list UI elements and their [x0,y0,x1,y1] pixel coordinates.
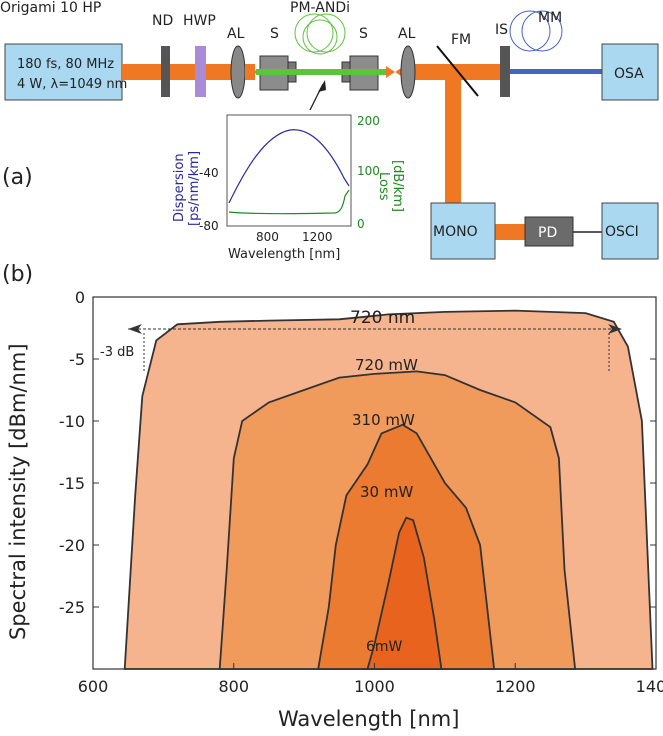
hwp-label: HWP [183,13,216,29]
laser-spec-1: 180 fs, 80 MHz [17,57,114,72]
inset-plot: 800 1200 Wavelength [nm] -40 -80 200 100… [172,114,405,262]
s2-label: S [359,26,368,42]
flip-mirror [436,45,479,97]
fiber-arrow-head [318,80,326,92]
x-tick-label: 800 [218,677,249,696]
laser-spec-2: 4 W, λ=1049 nm [17,77,127,92]
panel-a-tag: (a) [2,165,33,190]
aspheric-lens-2 [400,45,416,99]
al1-label: AL [227,26,245,42]
y-tick-label: 0 [75,288,85,307]
fiber-coil-1 [294,13,334,53]
x-tick-label: 600 [78,677,109,696]
dispersion-curve [228,129,350,204]
beam-1 [122,64,255,80]
osci-label: OSCI [605,224,639,240]
fm-label: FM [451,32,471,48]
bandwidth-arrow-right [608,324,622,334]
db-label: -3 dB [100,345,134,360]
pm-andi-fiber [256,69,386,75]
inset-ltick-40: -40 [199,166,219,180]
inset-left-label-2: [ps/nm/km] [187,151,202,226]
y-tick-label: -10 [59,412,85,431]
aspheric-lens-1 [230,45,246,99]
al2-label: AL [398,26,416,42]
s1-label: S [270,26,279,42]
nd-filter [161,46,170,97]
beam-vertical [445,80,461,210]
y-tick-label: -25 [59,598,85,617]
mm-fiber [510,69,602,74]
inset-right-label-2: [dB/km] [390,160,405,212]
osci-box [601,202,659,260]
iris [500,46,510,97]
inset-xlabel: Wavelength [nm] [228,247,340,262]
inset-ltick-80: -80 [199,219,219,233]
fiber-label: PM-ANDi [290,0,350,16]
mono-box [430,202,496,260]
series-label-30: 30 mW [360,483,413,501]
inset-xtick-1200: 1200 [302,230,333,244]
fiber-coil-3 [302,19,338,55]
inset-rtick-0: 0 [357,217,365,231]
inset-right-label-1: Loss [376,172,391,201]
x-axis-title: Wavelength [nm] [278,707,459,731]
bandwidth-arrow-left [128,324,142,334]
loss-curve [228,189,350,215]
beam-2 [395,64,500,80]
y-tick-label: -20 [59,536,85,555]
osa-box [601,43,659,101]
laser-box [4,43,123,101]
pd-box [524,216,574,247]
inset-left-label-1: Dispersion [172,153,187,222]
mm-coil-2 [521,10,563,52]
y-tick-label: -15 [59,474,85,493]
inset-rtick-100: 100 [357,164,380,178]
y-axis-title: Spectral intensity [dBm/nm] [6,343,30,640]
spectrum-6mw [366,516,443,670]
mm-label: MM [538,10,562,26]
x-tick-label: 1000 [354,677,395,696]
bandwidth-label: 720 nm [350,308,415,328]
fiber-coil-2 [306,13,346,53]
focus-2 [386,66,395,78]
mono-label: MONO [433,224,478,240]
inset-rtick-200: 200 [357,114,380,128]
inset-xtick-800: 800 [256,230,279,244]
focus-1 [245,64,258,80]
is-label: IS [495,22,508,38]
series-label-720: 720 mW [355,356,418,374]
osa-label: OSA [614,66,644,82]
spectra [123,309,654,670]
series-label-310: 310 mW [352,411,415,429]
panel-b-tag: (b) [2,262,33,287]
pd-label: PD [538,225,557,241]
laser-name: Origami 10 HP [0,0,101,16]
y-tick-label: -5 [69,350,85,369]
nd-label: ND [152,13,173,29]
hwp-plate [195,46,206,97]
mm-coil-1 [509,10,551,52]
x-tick-label: 1200 [495,677,536,696]
inset-frame [226,114,352,227]
series-label-6: 6mW [366,639,403,655]
beam-mono-pd [495,224,525,240]
